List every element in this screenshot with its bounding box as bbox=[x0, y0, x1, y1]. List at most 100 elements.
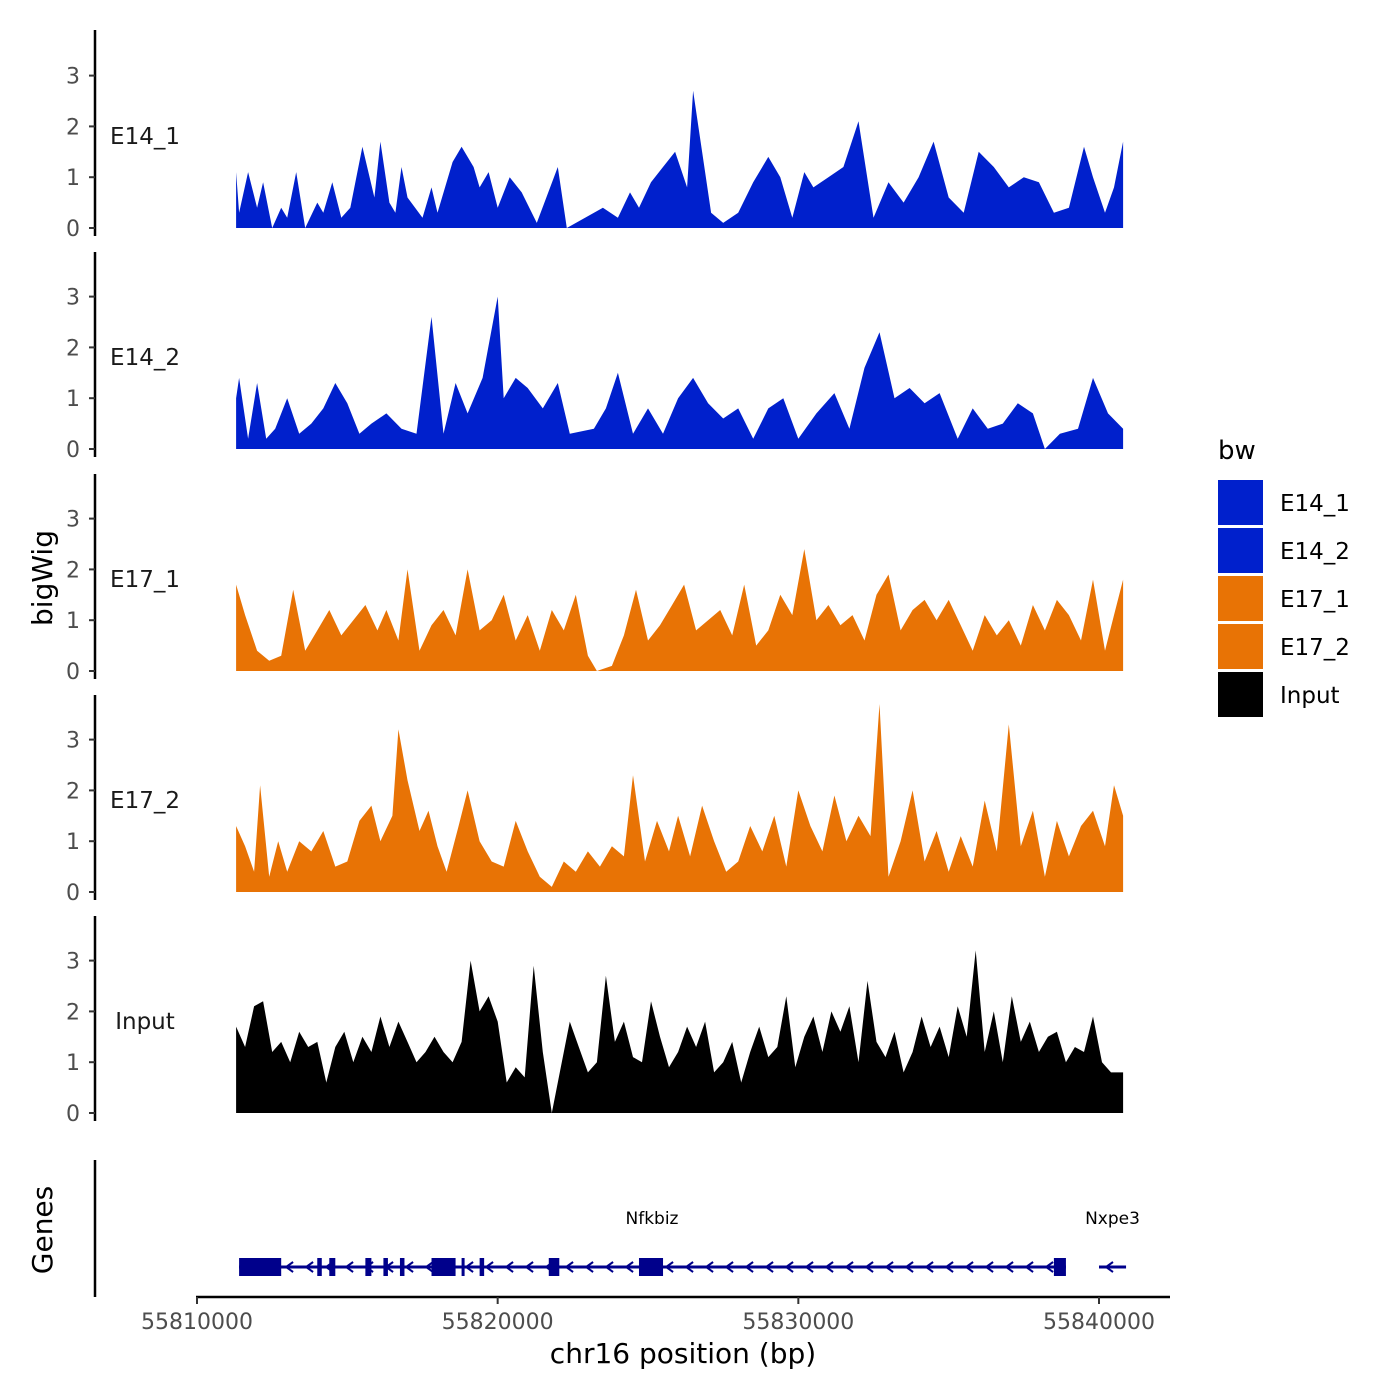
exon-block bbox=[239, 1258, 282, 1276]
x-tick-label: 55820000 bbox=[442, 1310, 554, 1335]
strand-arrow bbox=[684, 1261, 694, 1273]
strand-arrow bbox=[304, 1261, 314, 1273]
track-label: E14_2 bbox=[110, 345, 180, 371]
strand-arrow bbox=[284, 1261, 294, 1273]
track-label: E17_2 bbox=[110, 788, 180, 814]
legend-swatch bbox=[1218, 624, 1263, 669]
y-tick-label: 1 bbox=[66, 166, 80, 191]
y-tick-label: 1 bbox=[66, 609, 80, 634]
y-tick-label: 2 bbox=[66, 779, 80, 804]
legend-swatch bbox=[1218, 576, 1263, 621]
y-tick-label: 1 bbox=[66, 387, 80, 412]
y-tick-label: 2 bbox=[66, 1000, 80, 1025]
x-tick-label: 55810000 bbox=[141, 1310, 253, 1335]
y-tick-label: 2 bbox=[66, 336, 80, 361]
y-tick-label: 0 bbox=[66, 881, 80, 906]
y-tick-label: 3 bbox=[66, 729, 80, 754]
legend-entry-Input: Input bbox=[1218, 672, 1340, 717]
exon-block bbox=[383, 1258, 388, 1276]
strand-arrow bbox=[704, 1261, 714, 1273]
y-tick-label: 0 bbox=[66, 438, 80, 463]
legend-swatch bbox=[1218, 528, 1263, 573]
signal-area-E14_2 bbox=[236, 296, 1124, 449]
track-Input: 0 1 2 3 Input bbox=[66, 916, 1124, 1127]
genes-panel: Nfkbiz Nxpe3 bbox=[93, 1160, 1140, 1297]
genes-axis-title: Genes bbox=[26, 1186, 59, 1274]
legend-title: bw bbox=[1218, 436, 1256, 466]
signal-area-E14_1 bbox=[236, 90, 1124, 228]
strand-arrow bbox=[624, 1261, 634, 1273]
y-tick-label: 3 bbox=[66, 508, 80, 533]
strand-arrow bbox=[884, 1261, 894, 1273]
bigwig-tracks: 0 1 2 3 E14_1 0 1 2 3 E14_2 0 1 2 3 E17_1 0 1 2 3 E17_2 0 1 2 3… bbox=[66, 30, 1124, 1127]
signal-area-E17_2 bbox=[236, 704, 1124, 892]
strand-arrow bbox=[484, 1261, 494, 1273]
strand-arrow bbox=[344, 1261, 354, 1273]
y-axis-title: bigWig bbox=[26, 530, 59, 626]
exon-block bbox=[1053, 1258, 1066, 1276]
strand-arrow bbox=[844, 1261, 854, 1273]
legend-label: E14_2 bbox=[1280, 539, 1350, 565]
y-tick-label: 0 bbox=[66, 217, 80, 242]
legend-label: E17_2 bbox=[1280, 635, 1350, 661]
strand-arrow bbox=[1004, 1261, 1014, 1273]
exon-block bbox=[431, 1258, 456, 1276]
track-label: E14_1 bbox=[110, 124, 180, 150]
strand-arrow bbox=[564, 1261, 574, 1273]
legend-swatch bbox=[1218, 672, 1263, 717]
track-label: Input bbox=[115, 1009, 175, 1035]
exon-block bbox=[479, 1258, 485, 1276]
x-tick-label: 55830000 bbox=[742, 1310, 854, 1335]
legend-label: E14_1 bbox=[1280, 491, 1350, 517]
exon-block bbox=[638, 1258, 664, 1276]
strand-arrow bbox=[904, 1261, 914, 1273]
exon-block bbox=[329, 1258, 336, 1276]
x-tick-label: 55840000 bbox=[1043, 1310, 1155, 1335]
strand-arrow bbox=[1104, 1261, 1114, 1273]
strand-arrow bbox=[864, 1261, 874, 1273]
strand-arrow bbox=[464, 1261, 474, 1273]
strand-arrow bbox=[604, 1261, 614, 1273]
strand-arrow bbox=[924, 1261, 934, 1273]
y-tick-label: 3 bbox=[66, 65, 80, 90]
track-label: E17_1 bbox=[110, 567, 180, 593]
legend-label: Input bbox=[1280, 683, 1340, 709]
gene-Nxpe3: Nxpe3 bbox=[1085, 1209, 1140, 1273]
legend: bw E14_1 E14_2 E17_1 E17_2 Input bbox=[1218, 436, 1350, 717]
strand-arrow bbox=[584, 1261, 594, 1273]
legend-entry-E14_1: E14_1 bbox=[1218, 480, 1350, 525]
x-axis: 55810000 55820000 55830000 55840000 bbox=[141, 1295, 1170, 1335]
legend-label: E17_1 bbox=[1280, 587, 1350, 613]
y-tick-label: 1 bbox=[66, 830, 80, 855]
strand-arrow bbox=[1024, 1261, 1034, 1273]
strand-arrow bbox=[784, 1261, 794, 1273]
strand-arrow bbox=[1044, 1261, 1054, 1273]
legend-entry-E17_1: E17_1 bbox=[1218, 576, 1350, 621]
strand-arrow bbox=[664, 1261, 674, 1273]
y-tick-label: 3 bbox=[66, 950, 80, 975]
y-tick-label: 1 bbox=[66, 1051, 80, 1076]
gene-label: Nxpe3 bbox=[1085, 1209, 1140, 1229]
strand-arrow bbox=[804, 1261, 814, 1273]
strand-arrow bbox=[964, 1261, 974, 1273]
strand-arrow bbox=[524, 1261, 534, 1273]
strand-arrow bbox=[824, 1261, 834, 1273]
strand-arrow bbox=[944, 1261, 954, 1273]
signal-area-Input bbox=[236, 950, 1124, 1113]
exon-block bbox=[399, 1258, 405, 1276]
signal-area-E17_1 bbox=[236, 549, 1124, 671]
track-E14_1: 0 1 2 3 E14_1 bbox=[66, 30, 1124, 242]
strand-arrow bbox=[764, 1261, 774, 1273]
exon-block bbox=[317, 1258, 322, 1276]
exon-block bbox=[461, 1258, 465, 1276]
y-tick-label: 2 bbox=[66, 558, 80, 583]
track-E17_1: 0 1 2 3 E17_1 bbox=[66, 474, 1124, 685]
y-tick-label: 0 bbox=[66, 660, 80, 685]
exon-block bbox=[365, 1258, 372, 1276]
y-tick-label: 3 bbox=[66, 286, 80, 311]
strand-arrow bbox=[744, 1261, 754, 1273]
legend-entry-E17_2: E17_2 bbox=[1218, 624, 1350, 669]
strand-arrow bbox=[404, 1261, 414, 1273]
legend-swatch bbox=[1218, 480, 1263, 525]
track-E14_2: 0 1 2 3 E14_2 bbox=[66, 252, 1124, 463]
